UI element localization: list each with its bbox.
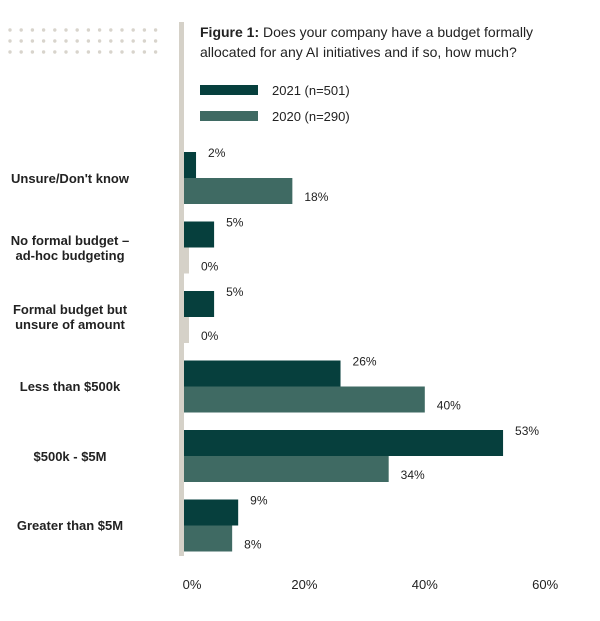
bar-2021 [184,499,239,526]
category-axis-bar [179,22,184,556]
decorative-dot [131,50,135,54]
bar-2020 [184,247,189,274]
category-label: Unsure/Don't know [11,170,129,186]
value-label-2020: 0% [201,329,219,343]
bar-2020 [184,456,389,482]
bar-2021 [184,152,197,178]
legend-swatch-2021 [200,85,258,95]
decorative-dot [8,39,12,43]
decorative-dot [153,50,158,54]
decorative-dot [19,39,23,43]
value-label-2021: 9% [250,494,268,508]
decorative-dot [41,50,46,54]
decorative-dot [142,28,147,32]
decorative-dot [153,39,158,43]
legend-label-2020: 2020 (n=290) [272,108,350,124]
category-label: Less than $500k [19,379,121,394]
value-label-2021: 5% [226,285,244,299]
legend-swatch-2020 [200,111,258,121]
decorative-dot [53,39,57,43]
category-label: Greater than $5M [16,518,124,533]
x-tick-label: 0% [183,577,202,592]
decorative-dot [19,28,23,32]
x-tick-label: 20% [291,577,317,592]
decorative-dot [30,28,35,32]
figure-title-text: Does your company have a budget formally… [200,24,534,60]
decorative-dot [131,39,135,43]
value-label-2021: 5% [226,216,244,230]
value-label-2021: 53% [515,424,539,438]
value-label-2021: 26% [353,355,377,369]
bar-2020 [184,386,425,413]
bar-2020 [184,178,293,204]
value-label-2020: 8% [244,538,262,552]
decorative-dot [41,28,46,32]
decorative-dot [53,50,57,54]
decorative-dot [142,39,147,43]
decorative-dot [41,39,46,43]
decorative-dot [109,50,113,54]
decorative-dot [75,50,79,54]
decorative-dot [120,28,124,32]
decorative-dot [97,28,102,32]
decorative-dot [75,28,79,32]
figure-title: Figure 1: Does your company have a budge… [200,22,580,62]
category-label: $500k - $5M [33,448,107,464]
decorative-dot [86,39,91,43]
decorative-dot [142,50,147,54]
bar-2021 [184,430,504,456]
decorative-dot [86,50,91,54]
bar-2020 [184,317,189,343]
decorative-dot [120,50,124,54]
decorative-dot [30,50,35,54]
decorative-dot [64,28,68,32]
decorative-dot [64,50,68,54]
value-label-2020: 0% [201,260,219,274]
legend-label-2021: 2021 (n=501) [272,82,350,98]
category-label: Formal budget but unsure of amount [12,302,128,332]
bar-2021 [184,360,341,387]
decorative-dot [64,39,68,43]
decorative-dot [30,39,35,43]
decorative-dot [86,28,91,32]
decorative-dot [97,39,102,43]
x-tick-label: 60% [532,577,558,592]
value-label-2021: 2% [208,146,226,160]
decorative-dot [131,28,135,32]
bar-2020 [184,525,233,552]
category-label: No formal budget – ad-hoc budgeting [10,232,130,263]
figure-title-lead: Figure 1: [200,24,260,40]
legend-item-2021: 2021 (n=501) [200,82,350,98]
value-label-2020: 18% [304,190,328,204]
decorative-dot [153,28,158,32]
decorative-dot [75,39,79,43]
decorative-dot [109,39,113,43]
decorative-dot-pattern [8,28,158,54]
legend-item-2020: 2020 (n=290) [200,108,350,124]
decorative-dot [120,39,124,43]
decorative-dot [19,50,23,54]
bar-2021 [184,221,215,248]
bar-2021 [184,291,215,317]
decorative-dot [97,50,102,54]
decorative-dot [8,28,12,32]
decorative-dot [109,28,113,32]
decorative-dot [53,28,57,32]
x-tick-label: 40% [412,577,438,592]
value-label-2020: 34% [401,468,425,482]
decorative-dot [8,50,12,54]
value-label-2020: 40% [437,399,461,413]
